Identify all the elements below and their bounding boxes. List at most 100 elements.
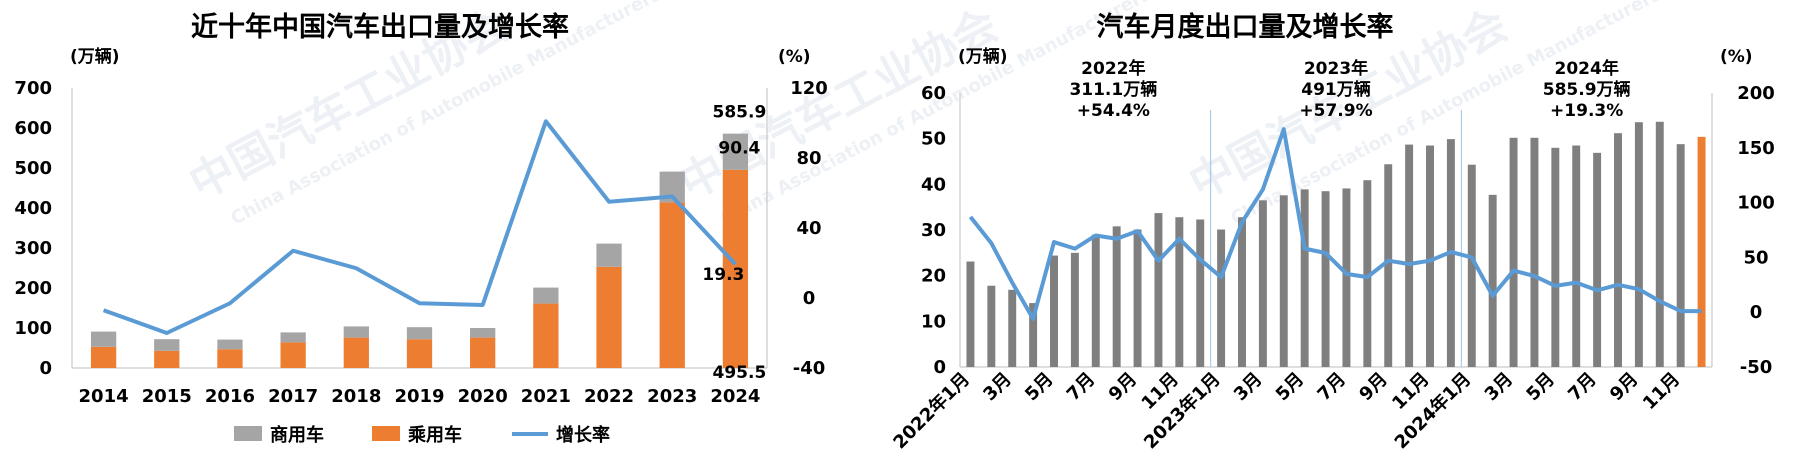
left-commercial-bar — [217, 339, 243, 350]
left-x-tick-label: 2017 — [268, 386, 318, 407]
right-x-tick-label: 9月 — [1606, 369, 1642, 405]
left-passenger-bar — [659, 202, 685, 368]
right-x-tick-label: 5月 — [1272, 369, 1308, 405]
left-y2-tick-label: 40 — [796, 218, 821, 239]
left-y2-tick-label: -40 — [793, 358, 826, 379]
left-legend-swatch — [372, 426, 400, 441]
right-year-summary-line: +54.4% — [1077, 101, 1150, 121]
right-year-summary-line: +19.3% — [1550, 101, 1623, 121]
right-y2-tick-label: 0 — [1750, 302, 1763, 323]
annual-export-chart: 近十年中国汽车出口量及增长率 (万辆) (%) 0100200300400500… — [14, 11, 827, 446]
left-legend-label: 乘用车 — [407, 424, 462, 446]
left-x-tick-label: 2016 — [205, 386, 255, 407]
left-x-tick-label: 2018 — [331, 386, 381, 407]
left-y2-unit: (%) — [778, 47, 811, 67]
left-legend-swatch — [234, 426, 262, 441]
right-x-tick-label: 2022年1月 — [889, 368, 974, 453]
right-monthly-bar — [1509, 137, 1518, 367]
left-chart-title: 近十年中国汽车出口量及增长率 — [191, 11, 569, 43]
right-monthly-bar — [1238, 217, 1246, 367]
left-x-tick-label: 2022 — [584, 386, 634, 407]
left-commercial-bar — [596, 243, 622, 267]
right-monthly-bar — [1258, 200, 1267, 367]
right-monthly-bar — [966, 261, 975, 367]
left-x-tick-label: 2019 — [394, 386, 444, 407]
right-monthly-bar — [1697, 136, 1706, 367]
right-year-summary-line: 311.1万辆 — [1069, 79, 1157, 100]
left-y-unit: (万辆) — [70, 46, 120, 67]
right-monthly-bar — [1384, 164, 1393, 367]
left-passenger-bar — [470, 337, 496, 368]
left-annotations: 585.9 90.4 19.3 495.5 — [702, 103, 766, 383]
left-growth-line — [102, 119, 737, 335]
right-year-summary-line: +57.9% — [1299, 101, 1372, 121]
right-monthly-bar — [1070, 252, 1079, 367]
left-commercial-bar — [154, 339, 180, 351]
right-x-tick-label: 9月 — [1105, 369, 1141, 405]
left-commercial-bar — [470, 328, 496, 338]
left-y2-tick-label: 0 — [803, 288, 816, 309]
right-monthly-bar — [1467, 164, 1476, 367]
left-legend-label: 商用车 — [270, 424, 324, 446]
right-y2-tick-label: 200 — [1737, 83, 1775, 104]
left-growth-label: 19.3 — [702, 265, 744, 285]
left-y-tick-label: 600 — [14, 118, 52, 139]
left-x-tick-label: 2021 — [521, 386, 571, 407]
right-y2-tick-label: 100 — [1737, 193, 1775, 214]
right-axes: 0 10 20 30 40 50 60 -50 0 50 100 150 200 — [921, 83, 1775, 378]
left-passenger-bar — [596, 266, 622, 368]
left-x-tick-label: 2024 — [710, 386, 760, 407]
right-y-tick-label: 60 — [921, 83, 946, 104]
right-y-tick-label: 30 — [921, 220, 946, 241]
right-monthly-bar — [1050, 255, 1058, 367]
right-x-tick-label: 7月 — [1063, 369, 1099, 405]
left-passenger-label: 495.5 — [713, 363, 767, 383]
left-passenger-bar — [406, 339, 433, 368]
right-y2-tick-label: 50 — [1743, 247, 1768, 268]
right-monthly-bar — [1091, 234, 1100, 367]
left-bars — [90, 133, 749, 368]
left-y-tick-label: 200 — [14, 278, 52, 299]
right-monthly-bar — [1488, 194, 1497, 367]
right-year-summary-line: 2023年 — [1304, 58, 1368, 79]
right-monthly-bar — [1342, 188, 1351, 367]
right-monthly-bar — [1112, 226, 1121, 367]
left-passenger-bar — [343, 337, 369, 368]
right-year-summary-line: 2024年 — [1555, 58, 1619, 79]
left-passenger-bar — [217, 349, 243, 368]
left-legend-label: 增长率 — [556, 424, 610, 446]
right-monthly-bar — [1133, 229, 1142, 367]
left-passenger-bar — [154, 350, 180, 368]
right-monthly-bar — [1593, 152, 1602, 367]
left-passenger-bar — [90, 346, 117, 368]
right-y-unit: (万辆) — [958, 46, 1008, 67]
right-monthly-bar — [1405, 144, 1414, 367]
right-y-tick-label: 20 — [921, 266, 946, 287]
right-y-tick-label: 50 — [921, 129, 946, 150]
left-commercial-bar — [280, 332, 306, 343]
right-growth-polyline — [968, 127, 1702, 321]
right-year-summary-line: 491万辆 — [1301, 79, 1371, 100]
left-passenger-bar — [280, 342, 306, 368]
left-x-labels: 2014 2015 2016 2017 2018 2019 2020 2021 2022 2023… — [79, 386, 761, 407]
left-y-tick-label: 300 — [14, 238, 52, 259]
right-y2-tick-label: 150 — [1737, 138, 1775, 159]
right-x-tick-label: 9月 — [1355, 369, 1391, 405]
right-monthly-bar — [1572, 145, 1581, 367]
right-monthly-bar — [1426, 145, 1434, 367]
left-passenger-bar — [722, 169, 749, 368]
left-y-tick-label: 500 — [14, 158, 52, 179]
right-x-tick-label: 5月 — [1021, 369, 1057, 405]
left-commercial-bar — [343, 326, 369, 338]
monthly-export-chart: 汽车月度出口量及增长率 (万辆) (%) 0 10 20 30 40 50 60 -50 0 50… — [889, 11, 1775, 453]
right-y-tick-label: 10 — [921, 311, 946, 332]
left-y2-tick-label: 80 — [796, 148, 821, 169]
right-monthly-bar — [1634, 122, 1643, 367]
left-passenger-bar — [533, 303, 559, 368]
right-x-tick-label: 3月 — [979, 369, 1015, 405]
left-legend: 商用车 乘用车 增长率 — [234, 424, 610, 446]
